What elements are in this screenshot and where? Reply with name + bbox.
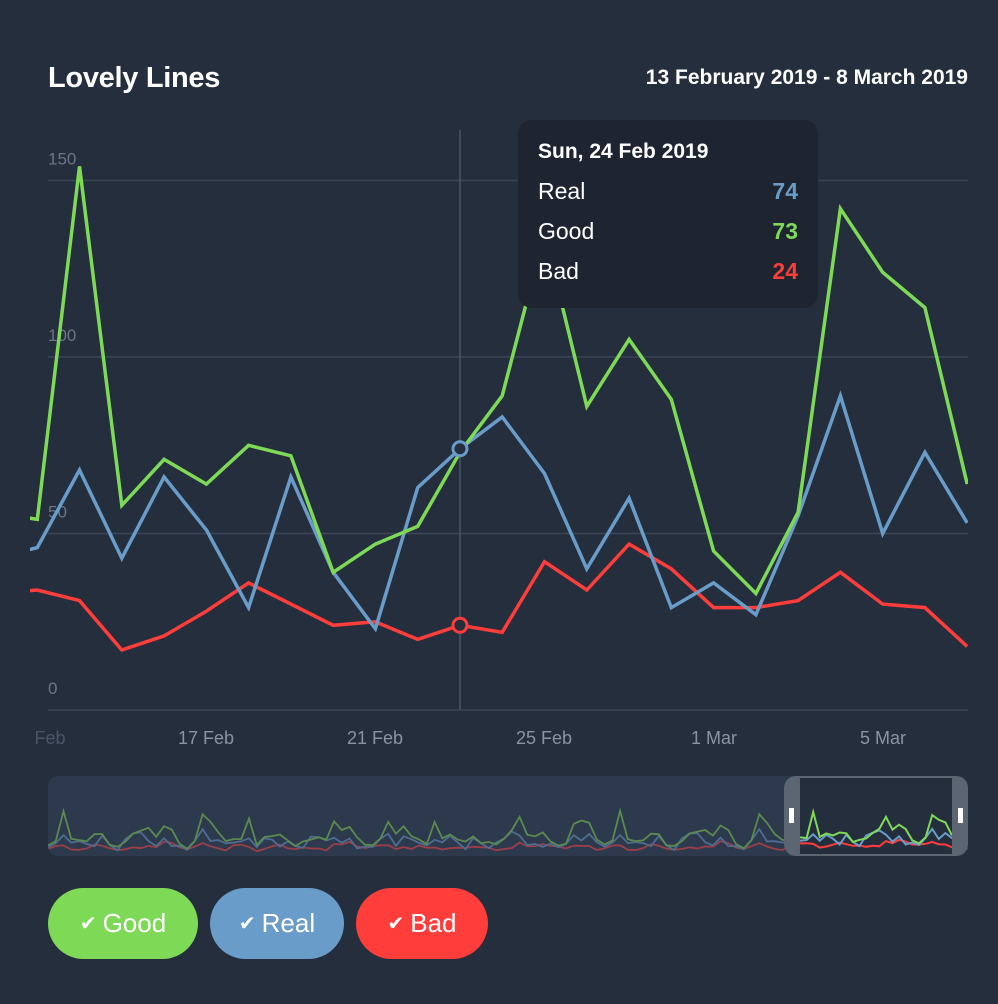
series-line-bad[interactable] [0,541,968,653]
chart-title: Lovely Lines [48,62,221,94]
toggle-good-button[interactable]: ✔ Good [48,888,198,959]
series-line-real[interactable] [0,390,968,633]
y-tick-label: 0 [48,679,57,698]
button-label: Real [261,908,316,938]
navigator-left-handle[interactable] [789,808,794,823]
hover-marker-real [451,440,469,458]
check-icon: ✔ [79,913,97,935]
check-icon: ✔ [387,913,405,935]
check-icon: ✔ [238,913,256,935]
navigator-window-line-bad [799,838,953,849]
x-tick-label: 21 Feb [347,728,403,748]
navigator-window-line-good [799,808,953,845]
tooltip-label: Good [538,218,595,244]
navigator-selection[interactable] [784,776,968,856]
tooltip-row-good: Good 73 [538,218,798,245]
series-line-good[interactable] [0,166,968,597]
x-tick-label: 25 Feb [516,728,572,748]
tooltip-value: 74 [772,178,798,204]
date-range: 13 February 2019 - 8 March 2019 [645,66,968,89]
hover-marker-bad [451,616,469,634]
x-tick-label: 1 Mar [691,728,737,748]
x-tick-label: 17 Feb [178,728,234,748]
toggle-real-button[interactable]: ✔ Real [210,888,344,959]
navigator-zoomed-chart [799,808,953,849]
tooltip-row-bad: Bad 24 [538,258,798,285]
y-tick-label: 150 [48,150,76,169]
tooltip-row-real: Real 74 [538,178,798,205]
button-label: Bad [410,908,457,938]
x-tick-label: Feb [34,728,65,748]
x-tick-label: 5 Mar [860,728,906,748]
y-tick-label: 100 [48,326,76,345]
tooltip-value: 24 [772,258,798,284]
navigator-window[interactable] [799,778,953,854]
tooltip-date: Sun, 24 Feb 2019 [538,140,709,163]
toggle-bad-button[interactable]: ✔ Bad [356,888,488,959]
tooltip-label: Bad [538,258,579,284]
button-label: Good [102,908,167,938]
tooltip-value: 73 [772,218,798,244]
navigator-right-handle[interactable] [958,808,963,823]
tooltip: Sun, 24 Feb 2019 Real 74 Good 73 Bad 24 [518,120,818,308]
tooltip-label: Real [538,178,586,204]
